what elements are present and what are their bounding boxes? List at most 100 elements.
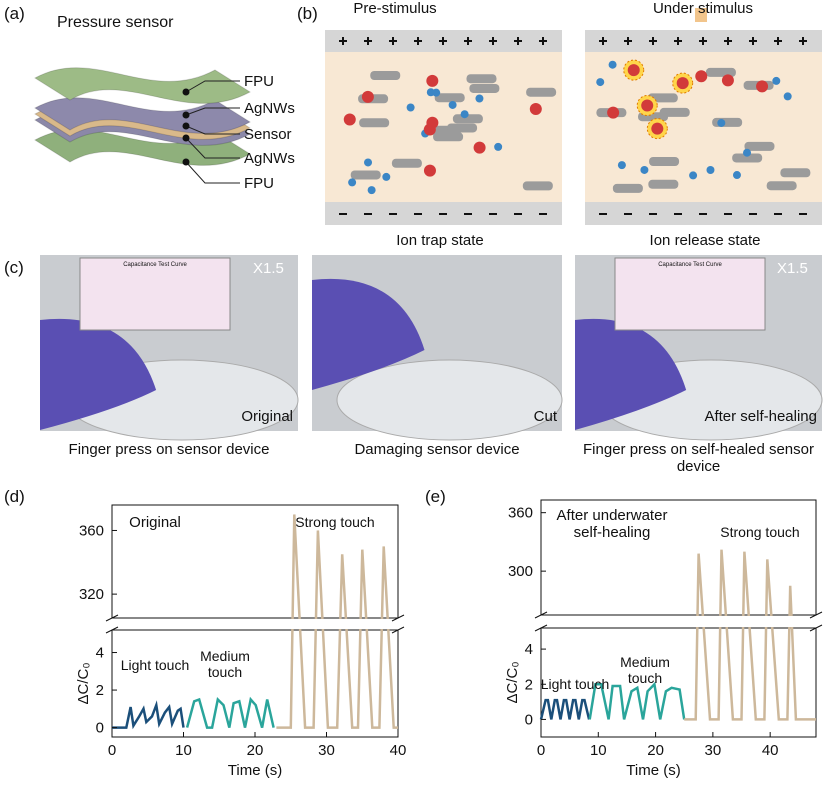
x-tick-label: 0 (108, 742, 116, 759)
layer-label: Sensor (244, 126, 292, 143)
photo-tag: Original (241, 408, 293, 425)
anion (617, 161, 626, 170)
plot-frame (540, 627, 817, 738)
plot-frame (111, 629, 399, 738)
x-axis-label: Time (s) (228, 762, 282, 779)
x-tick-label: 30 (705, 742, 722, 759)
plot-frame (111, 504, 399, 619)
anion (448, 100, 457, 109)
panel-label: (d) (4, 487, 25, 506)
series-line (684, 549, 816, 721)
panel-title: Pressure sensor (57, 14, 174, 31)
y-tick-label: 2 (96, 682, 104, 699)
axis-break-mark (391, 614, 405, 622)
anion (596, 78, 605, 87)
leader-line (185, 80, 240, 93)
leader-dot (182, 111, 190, 119)
x-tick-label: 10 (590, 742, 607, 759)
finger-icon (695, 8, 707, 22)
state-caption: Ion release state (649, 232, 761, 249)
photo-tag: Cut (533, 408, 557, 425)
cation (607, 106, 620, 119)
series-line (588, 681, 686, 720)
cation (651, 122, 664, 135)
polymer-segment (648, 179, 679, 189)
series-label: Strong touch (295, 514, 375, 530)
sensor-layer (34, 97, 251, 134)
anion (475, 94, 484, 103)
layer-label: FPU (244, 175, 274, 192)
panel-label: (c) (4, 258, 24, 277)
leader-line (185, 107, 240, 116)
polymer-segment (350, 170, 381, 180)
axis-break-mark (391, 626, 405, 634)
series-line (185, 696, 275, 729)
annotation: After underwater self-healing (556, 507, 668, 542)
leader-line (185, 137, 240, 159)
polymer-segment (522, 181, 553, 191)
polymer-segment (526, 87, 557, 97)
polymer-segment (469, 83, 500, 93)
photo-caption: Finger press on sensor device (68, 441, 270, 458)
anion (367, 186, 376, 195)
axis-break-mark (105, 626, 119, 634)
layer-label: FPU (244, 73, 274, 90)
anion (364, 158, 373, 167)
x-tick-label: 40 (390, 742, 407, 759)
leader-dot (182, 122, 190, 130)
ion-box (585, 30, 822, 225)
anion (783, 92, 792, 101)
series-label: Strong touch (720, 524, 800, 540)
y-tick-label: 360 (79, 522, 104, 539)
inset-title: Capacitance Test Curve (658, 262, 722, 268)
cation (361, 90, 374, 103)
axis-break-mark (105, 614, 119, 622)
cation (473, 141, 486, 154)
axis-break-mark (534, 611, 548, 619)
y-axis-label: ΔC/C₀ (75, 662, 92, 704)
y-tick-label: 4 (96, 645, 104, 662)
leader-dot (182, 158, 190, 166)
x-tick-label: 0 (537, 742, 545, 759)
series-label: Light touch (120, 657, 190, 673)
anion (460, 110, 469, 119)
cation (343, 113, 356, 126)
y-tick-label: 0 (525, 711, 533, 728)
polymer-segment (391, 158, 422, 168)
cation (721, 74, 734, 87)
leader-dot (182, 88, 190, 96)
polymer-segment (732, 153, 763, 163)
series-line (276, 514, 398, 729)
state-title: Pre-stimulus (353, 0, 437, 17)
panel-label: (b) (297, 4, 318, 23)
anion (382, 172, 391, 181)
photo-caption: Damaging sensor device (354, 441, 520, 458)
polymer-segment (452, 114, 483, 124)
y-tick-label: 320 (79, 586, 104, 603)
x-axis-label: Time (s) (626, 762, 680, 779)
inset-plot (79, 257, 231, 331)
inset-plot (614, 257, 766, 331)
cation (676, 77, 689, 90)
panel-label: (a) (4, 4, 25, 23)
polymer-segment (766, 181, 797, 191)
zoom-label: X1.5 (253, 260, 284, 277)
state-caption: Ion trap state (396, 232, 484, 249)
leader-line (185, 161, 240, 184)
series-label: Medium touch (620, 654, 670, 687)
y-tick-label: 0 (96, 720, 104, 737)
anion (608, 60, 617, 69)
x-tick-label: 10 (175, 742, 192, 759)
layer-label: AgNWs (244, 100, 295, 117)
inset-title: Capacitance Test Curve (123, 262, 187, 268)
x-tick-label: 20 (647, 742, 664, 759)
cation (426, 74, 439, 87)
glove (312, 278, 425, 390)
anion (640, 165, 649, 174)
photo-caption: Finger press on self-healed sensor devic… (583, 441, 814, 476)
polymer-segment (434, 93, 465, 103)
y-tick-label: 360 (508, 505, 533, 522)
y-tick-label: 2 (525, 676, 533, 693)
